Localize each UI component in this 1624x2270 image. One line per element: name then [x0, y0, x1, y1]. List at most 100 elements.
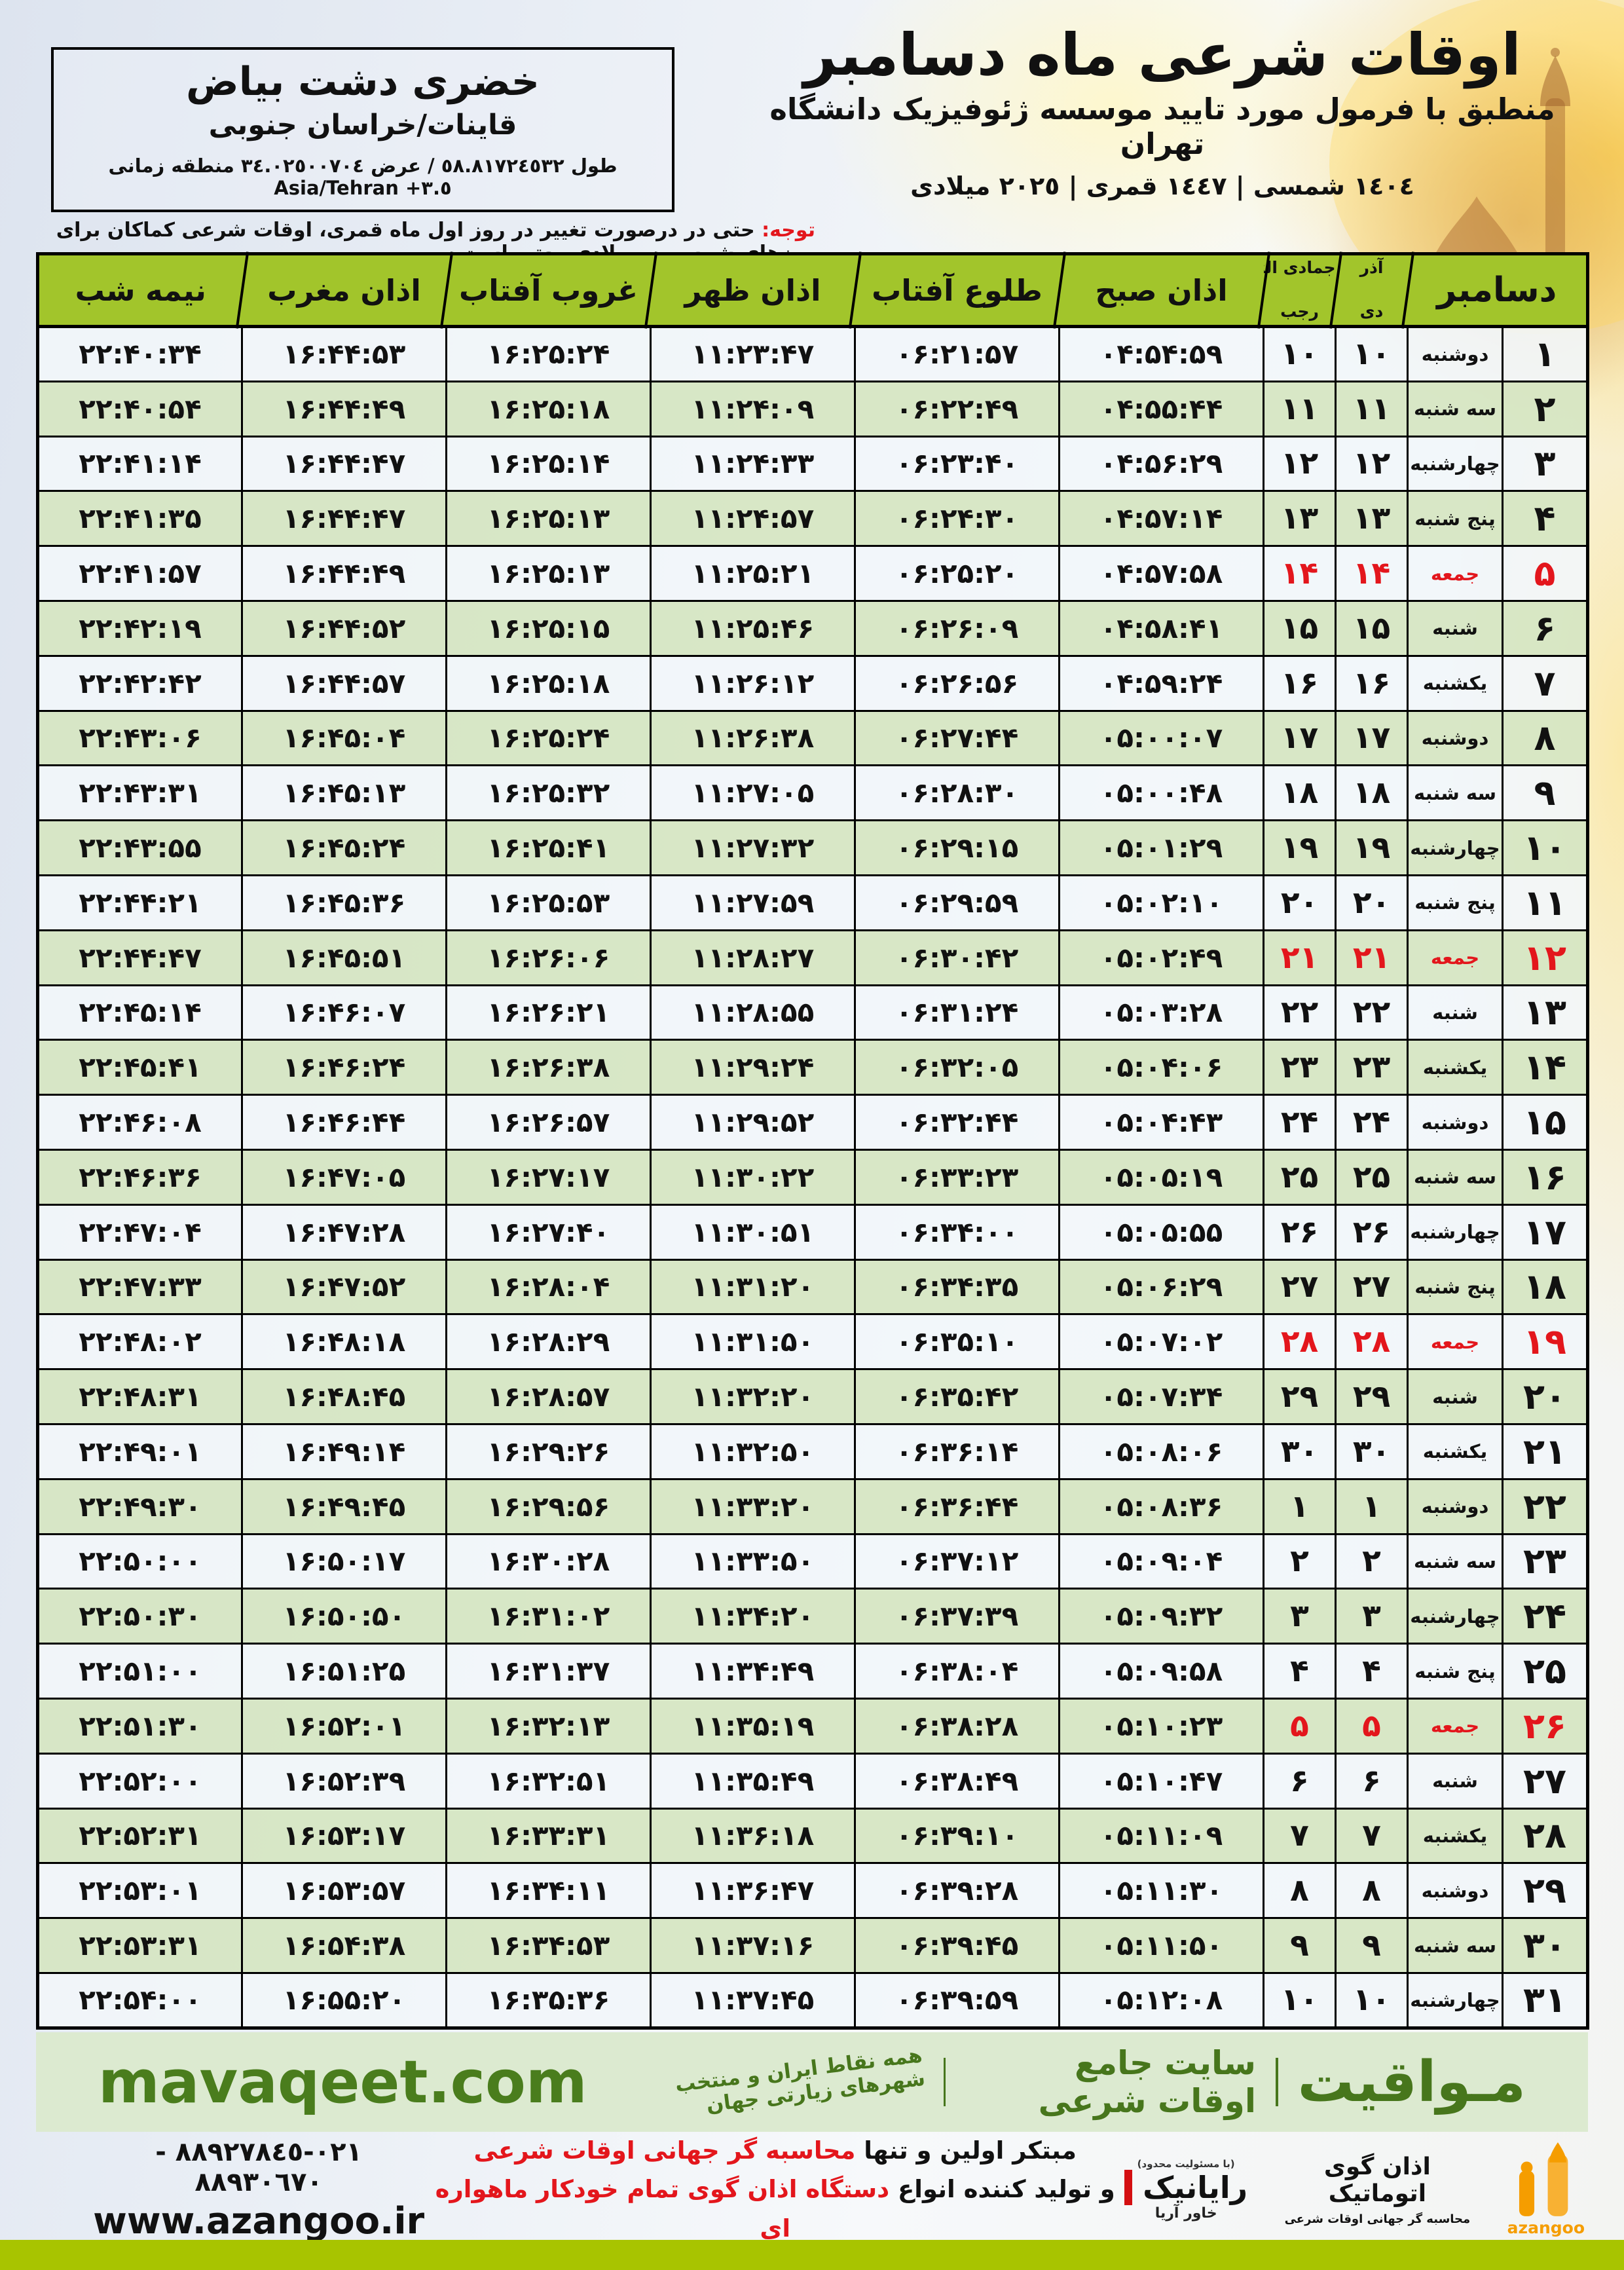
cell-azan-maghreb: ۱۶:۴۸:۱۸: [241, 1313, 447, 1371]
cell-tolu-aftab: ۰۶:۳۳:۲۳: [854, 1148, 1060, 1206]
line1-black: مبتکر اولین و تنها: [864, 2136, 1077, 2165]
cell-azan-sobh: ۰۴:۵۵:۴۴: [1058, 380, 1264, 437]
cell-weekday: دوشنبه: [1407, 326, 1504, 382]
cell-jumada-rajab: ۲۶: [1263, 1203, 1337, 1261]
cell-nime-shab: ۲۲:۴۱:۳۵: [37, 490, 243, 548]
cell-december-day: ۱۷: [1502, 1203, 1589, 1261]
cell-ghorub-aftab: ۱۶:۲۶:۵۷: [445, 1094, 652, 1151]
cell-tolu-aftab: ۰۶:۳۵:۴۲: [854, 1368, 1060, 1425]
cell-azar-dey: ۵: [1335, 1697, 1409, 1755]
table-row: ۹ سه شنبه ۱۸ ۱۸ ۰۵:۰۰:۴۸ ۰۶:۲۸:۳۰ ۱۱:۲۷:۰۵ ۱۶:۲…: [37, 764, 1589, 822]
cell-azar-dey: ۲۶: [1335, 1203, 1409, 1261]
cell-jumada-rajab: ۱۳: [1263, 490, 1337, 548]
location-box: خضری دشت بیاض قاینات/خراسان جنوبی طول ٥٨…: [51, 47, 674, 212]
cell-ghorub-aftab: ۱۶:۲۵:۵۳: [445, 874, 652, 931]
cell-azan-maghreb: ۱۶:۵۴:۳۸: [241, 1917, 447, 1974]
cell-azar-dey: ۲۲: [1335, 984, 1409, 1041]
cell-azan-sobh: ۰۵:۱۰:۲۳: [1058, 1697, 1264, 1755]
mavaqeet-banner: مـواقیت سایت جامع اوقات شرعی همه نقاط ای…: [36, 2032, 1588, 2132]
cell-jumada-rajab: ۲۵: [1263, 1148, 1337, 1206]
azangoo-url: www.azangoo.ir: [93, 2199, 425, 2242]
cell-azan-sobh: ۰۴:۵۹:۲۴: [1058, 654, 1264, 712]
cell-azan-maghreb: ۱۶:۵۰:۱۷: [241, 1533, 447, 1590]
cell-azan-sobh: ۰۵:۰۷:۳۴: [1058, 1368, 1264, 1425]
table-row: ۱۵ دوشنبه ۲۴ ۲۴ ۰۵:۰۴:۴۳ ۰۶:۳۲:۴۴ ۱۱:۲۹:۵۲ ۱۶:۲…: [37, 1094, 1589, 1151]
azangoo-text-block: اذان گوی اتوماتیک محاسبه گر جهانی اوقات …: [1278, 2153, 1477, 2226]
cell-azan-maghreb: ۱۶:۴۶:۴۴: [241, 1094, 447, 1151]
azangoo-subtitle: محاسبه گر جهانی اوقات شرعی: [1284, 2212, 1471, 2226]
cell-azar-dey: ۸: [1335, 1862, 1409, 1920]
cell-december-day: ۷: [1502, 654, 1589, 712]
cell-azan-maghreb: ۱۶:۴۵:۵۱: [241, 929, 447, 986]
cell-jumada-rajab: ۱۰: [1263, 326, 1337, 382]
cell-nime-shab: ۲۲:۴۰:۳۴: [37, 326, 243, 382]
cell-azan-sobh: ۰۵:۰۵:۵۵: [1058, 1203, 1264, 1261]
coords-text: طول ٥٨.٨١٧٢٤٥٣٢ / عرض ٣٤.٠٢٥٠٠٧٠٤ منطقه …: [108, 155, 618, 177]
cell-azan-maghreb: ۱۶:۴۹:۴۵: [241, 1478, 447, 1535]
producer-line-2: و تولید کننده انواع دستگاه اذان گوی تمام…: [426, 2170, 1124, 2247]
cell-azan-maghreb: ۱۶:۴۵:۳۶: [241, 874, 447, 931]
cell-weekday: جمعه: [1407, 929, 1504, 986]
cell-ghorub-aftab: ۱۶:۲۸:۲۹: [445, 1313, 652, 1371]
cell-december-day: ۲۵: [1502, 1643, 1589, 1700]
col-header-azan-zohr: اذان ظهر: [650, 252, 855, 328]
table-row: ۲۶ جمعه ۵ ۵ ۰۵:۱۰:۲۳ ۰۶:۳۸:۲۸ ۱۱:۳۵:۱۹ ۱۶:۳۲:۱۳…: [37, 1697, 1589, 1755]
location-coordinates: طول ٥٨.٨١٧٢٤٥٣٢ / عرض ٣٤.٠٢٥٠٠٧٠٤ منطقه …: [54, 155, 672, 199]
col-header-azan-sobh: اذان صبح: [1059, 252, 1264, 328]
cell-azan-zohr: ۱۱:۳۳:۲۰: [650, 1478, 856, 1535]
table-row: ۱۲ جمعه ۲۱ ۲۱ ۰۵:۰۲:۴۹ ۰۶:۳۰:۴۲ ۱۱:۲۸:۲۷ ۱۶:۲۶:…: [37, 929, 1589, 986]
cell-nime-shab: ۲۲:۴۳:۵۵: [37, 819, 243, 876]
cell-azar-dey: ۱۷: [1335, 709, 1409, 767]
cell-nime-shab: ۲۲:۴۱:۵۷: [37, 545, 243, 602]
azangoo-title: اذان گوی اتوماتیک: [1323, 2153, 1431, 2207]
mavaqeet-tagline: سایت جامع اوقات شرعی: [1038, 2044, 1256, 2120]
cell-azan-sobh: ۰۵:۱۰:۴۷: [1058, 1752, 1264, 1810]
table-row: ۵ جمعه ۱۴ ۱۴ ۰۴:۵۷:۵۸ ۰۶:۲۵:۲۰ ۱۱:۲۵:۲۱ ۱۶:۲۵:۱…: [37, 545, 1589, 602]
calendar-years: ١٤٠٤ شمسی | ١٤٤٧ قمری | ٢٠٢٥ میلادی: [910, 172, 1414, 201]
cell-weekday: دوشنبه: [1407, 709, 1504, 767]
cell-azan-zohr: ۱۱:۲۸:۵۵: [650, 984, 856, 1041]
cell-nime-shab: ۲۲:۴۴:۲۱: [37, 874, 243, 931]
table-row: ۷ یکشنبه ۱۶ ۱۶ ۰۴:۵۹:۲۴ ۰۶:۲۶:۵۶ ۱۱:۲۶:۱۲ ۱۶:۲۵…: [37, 654, 1589, 712]
cell-ghorub-aftab: ۱۶:۲۵:۱۸: [445, 654, 652, 712]
prayer-table-body: ۱ دوشنبه ۱۰ ۱۰ ۰۴:۵۴:۵۹ ۰۶:۲۱:۵۷ ۱۱:۲۳:۴۷ ۱۶:۲۵…: [37, 326, 1589, 2029]
producer-line-1: مبتکر اولین و تنها محاسبه گر جهانی اوقات…: [426, 2131, 1124, 2170]
contact-zone: ٠٢١-٨٨٩٢٧٨٤٥ - ٨٨٩٣٠٦٧٠ www.azangoo.ir: [92, 2137, 426, 2242]
cell-azan-zohr: ۱۱:۳۴:۲۰: [650, 1588, 856, 1645]
cell-azan-zohr: ۱۱:۲۴:۰۹: [650, 380, 856, 437]
cell-jumada-rajab: ۱۷: [1263, 709, 1337, 767]
cell-nime-shab: ۲۲:۴۷:۰۴: [37, 1203, 243, 1261]
cell-ghorub-aftab: ۱۶:۲۵:۱۸: [445, 380, 652, 437]
cell-tolu-aftab: ۰۶:۲۶:۰۹: [854, 599, 1060, 657]
cell-azan-zohr: ۱۱:۲۳:۴۷: [650, 326, 856, 382]
cell-nime-shab: ۲۲:۴۰:۵۴: [37, 380, 243, 437]
cell-azan-zohr: ۱۱:۳۰:۲۲: [650, 1148, 856, 1206]
cell-azan-zohr: ۱۱:۲۸:۲۷: [650, 929, 856, 986]
cell-azan-zohr: ۱۱:۳۳:۵۰: [650, 1533, 856, 1590]
cell-nime-shab: ۲۲:۵۱:۳۰: [37, 1697, 243, 1755]
cell-azan-maghreb: ۱۶:۴۴:۵۲: [241, 599, 447, 657]
cell-ghorub-aftab: ۱۶:۲۵:۱۳: [445, 490, 652, 548]
cell-nime-shab: ۲۲:۴۹:۳۰: [37, 1478, 243, 1535]
cell-azar-dey: ۲۵: [1335, 1148, 1409, 1206]
rayanik-logo: (با مسئولیت محدود) رایانیک خاور آریا: [1124, 2158, 1247, 2222]
cell-december-day: ۵: [1502, 545, 1589, 602]
cell-azar-dey: ۳۰: [1335, 1423, 1409, 1480]
cell-nime-shab: ۲۲:۴۲:۱۹: [37, 599, 243, 657]
cell-weekday: دوشنبه: [1407, 1478, 1504, 1535]
table-row: ۲۷ شنبه ۶ ۶ ۰۵:۱۰:۴۷ ۰۶:۳۸:۴۹ ۱۱:۳۵:۴۹ ۱۶:۳۲:۵۱…: [37, 1752, 1589, 1810]
cell-jumada-rajab: ۱۸: [1263, 764, 1337, 822]
cell-december-day: ۸: [1502, 709, 1589, 767]
cell-tolu-aftab: ۰۶:۳۱:۲۴: [854, 984, 1060, 1041]
cell-tolu-aftab: ۰۶:۳۴:۳۵: [854, 1258, 1060, 1316]
cell-tolu-aftab: ۰۶:۳۸:۰۴: [854, 1643, 1060, 1700]
cell-azar-dey: ۲۳: [1335, 1039, 1409, 1096]
cell-december-day: ۳۰: [1502, 1917, 1589, 1974]
cell-tolu-aftab: ۰۶:۳۶:۴۴: [854, 1478, 1060, 1535]
cell-ghorub-aftab: ۱۶:۲۶:۳۸: [445, 1039, 652, 1096]
cell-tolu-aftab: ۰۶:۲۱:۵۷: [854, 326, 1060, 382]
cell-weekday: چهارشنبه: [1407, 1971, 1504, 2029]
table-row: ۲۲ دوشنبه ۱ ۱ ۰۵:۰۸:۳۶ ۰۶:۳۶:۴۴ ۱۱:۳۳:۲۰ ۱۶:۲۹:…: [37, 1478, 1589, 1535]
banner-divider: [1275, 2058, 1278, 2106]
table-row: ۲۸ یکشنبه ۷ ۷ ۰۵:۱۱:۰۹ ۰۶:۳۹:۱۰ ۱۱:۳۶:۱۸ ۱۶:۳۳:…: [37, 1807, 1589, 1865]
